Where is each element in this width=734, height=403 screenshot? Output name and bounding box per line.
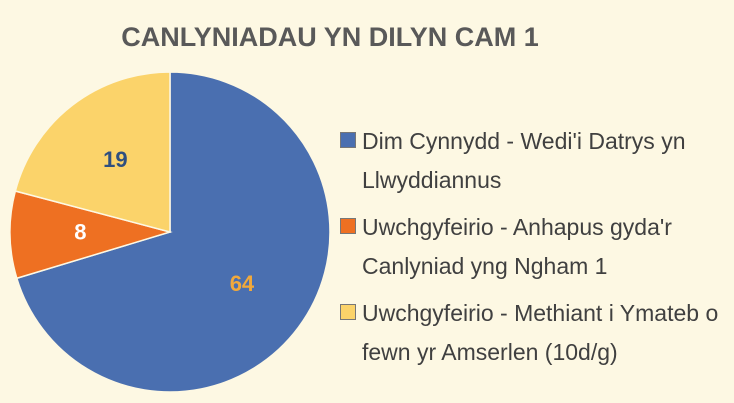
legend-item: Dim Cynnydd - Wedi'i Datrys yn Llwyddian… [340,122,730,200]
pie-slice [9,190,173,280]
legend-swatch [340,132,356,148]
legend-swatch [340,304,356,320]
legend-label: Uwchgyfeirio - Anhapus gyda'r Canlyniad … [362,214,672,279]
legend: Dim Cynnydd - Wedi'i Datrys yn Llwyddian… [340,122,730,380]
pie-slice [15,71,331,393]
legend-label: Dim Cynnydd - Wedi'i Datrys yn Llwyddian… [362,128,686,193]
data-label: 8 [74,219,86,244]
legend-label: Uwchgyfeirio - Methiant i Ymateb o fewn … [362,300,719,365]
pie-slice [14,71,171,233]
data-label: 19 [103,147,127,172]
legend-item: Uwchgyfeirio - Methiant i Ymateb o fewn … [340,294,730,372]
chart-title: CANLYNIADAU YN DILYN CAM 1 [121,22,539,52]
data-label: 64 [230,271,255,296]
legend-swatch [340,218,356,234]
legend-item: Uwchgyfeirio - Anhapus gyda'r Canlyniad … [340,208,730,286]
